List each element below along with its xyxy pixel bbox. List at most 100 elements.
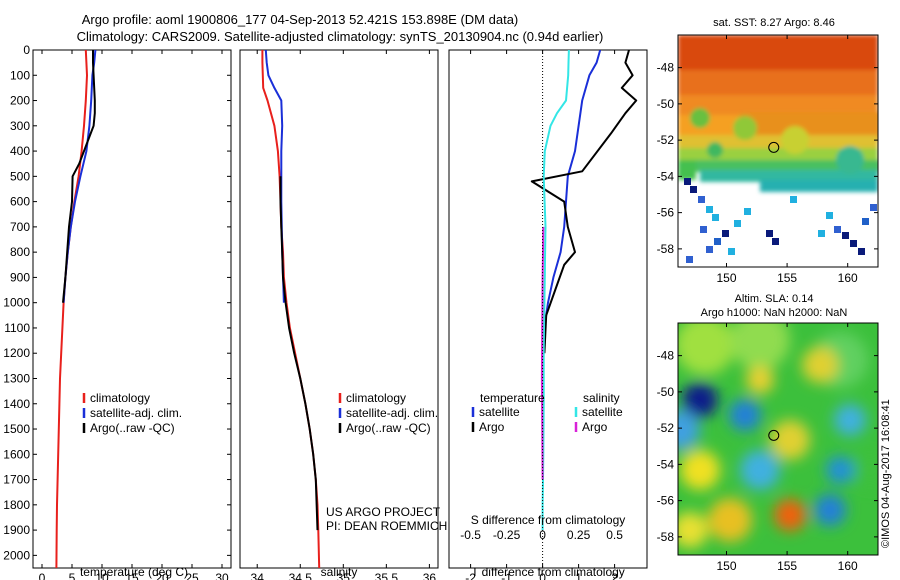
x-tick-label: 35.5 <box>375 571 399 580</box>
sla-blob <box>678 410 700 450</box>
legend-label: satellite-adj. clim. <box>90 406 182 420</box>
legend-label: Argo(..raw -QC) <box>346 421 431 435</box>
sst-cell <box>834 226 841 233</box>
temperature-series <box>55 50 97 568</box>
x-tick-label: -1 <box>501 571 512 580</box>
sst-cell <box>714 238 721 245</box>
y-tick-label: 400 <box>10 144 30 158</box>
x-tick-label: -2 <box>465 571 476 580</box>
y-tick-label: 1400 <box>3 397 30 411</box>
x-tick-label: 15 <box>125 571 139 580</box>
figure-title-line1: Argo profile: aoml 1900806_177 04-Sep-20… <box>82 12 519 27</box>
y-tick-label: 1700 <box>3 473 30 487</box>
sst-cell <box>842 232 849 239</box>
sst-cell <box>706 206 713 213</box>
map-y-tick-label: -52 <box>657 421 675 435</box>
y-tick-label: 800 <box>10 245 30 259</box>
sst-cell <box>734 220 741 227</box>
y-tick-label: 1800 <box>3 498 30 512</box>
map-x-tick-label: 160 <box>838 559 858 573</box>
y-tick-label: 300 <box>10 119 30 133</box>
salinity-xlabel: salinity <box>321 565 358 579</box>
legend-label: climatology <box>346 391 406 405</box>
sla-blob <box>802 347 838 383</box>
sla-blob <box>770 420 810 460</box>
salinity-series <box>261 50 321 568</box>
sst-eddy <box>733 116 757 140</box>
map-y-tick-label: -58 <box>657 530 675 544</box>
sla-map-subtitle: Argo h1000: NaN h2000: NaN <box>701 307 848 319</box>
y-tick-label: 900 <box>10 270 30 284</box>
map-x-tick-label: 155 <box>777 559 797 573</box>
sla-blob <box>746 366 774 394</box>
map-y-tick-label: -50 <box>657 97 675 111</box>
x-tick-label: 0 <box>39 571 46 580</box>
map-y-tick-label: -56 <box>657 206 675 220</box>
sst-field <box>678 35 878 192</box>
sla-blob <box>740 450 780 490</box>
sla-blob <box>680 450 720 490</box>
legend-label: Argo <box>479 420 505 434</box>
map-x-tick-label: 150 <box>716 271 736 285</box>
x-tick-label: 30 <box>215 571 229 580</box>
sla-blob <box>708 498 752 542</box>
sst-cell <box>684 178 691 185</box>
sst-cell <box>706 246 713 253</box>
y-tick-label: 0 <box>23 43 30 57</box>
legend-title-salinity: salinity <box>583 391 620 405</box>
s-tick-label: 0.5 <box>606 528 623 542</box>
map-y-tick-label: -56 <box>657 494 675 508</box>
map-y-tick-label: -58 <box>657 242 675 256</box>
sst-cell <box>858 248 865 255</box>
sst-cell <box>766 230 773 237</box>
legend-label: satellite <box>479 405 520 419</box>
sst-cell <box>690 186 697 193</box>
map-y-tick-label: -48 <box>657 349 675 363</box>
sla-blob <box>730 323 790 370</box>
map-y-tick-label: -48 <box>657 61 675 75</box>
x-tick-label: 2 <box>611 571 618 580</box>
sst-cell <box>712 214 719 221</box>
map-y-tick-label: -54 <box>657 457 675 471</box>
sst-band <box>678 35 878 75</box>
figure-title-line2: Climatology: CARS2009. Satellite-adjuste… <box>77 29 604 44</box>
x-tick-label: 10 <box>95 571 109 580</box>
salinity-ticks: 34 34.5 35 35.5 36 <box>251 50 436 580</box>
sst-band <box>700 170 878 182</box>
sst-map-panel: sat. SST: 8.27 Argo: 8.46 150 155 160 -48 -5… <box>657 17 879 285</box>
sst-map-ticks: 150 155 160 -48 -50 -52 -54 -56 -58 <box>657 35 878 285</box>
y-tick-label: 1900 <box>3 523 30 537</box>
difference-s-ticklabels: -0.5 -0.25 0 0.25 0.5 <box>460 528 623 542</box>
legend-label: satellite-adj. clim. <box>346 406 438 420</box>
legend-label: climatology <box>90 391 150 405</box>
series-line <box>541 50 602 354</box>
pi-label: PI: DEAN ROEMMICH <box>326 519 447 533</box>
sst-cell <box>772 238 779 245</box>
map-y-tick-label: -54 <box>657 169 675 183</box>
legend-label: Argo <box>582 420 608 434</box>
temperature-panel: 0 5 10 15 20 25 300100200300400500600700800900… <box>3 43 232 580</box>
y-tick-label: 500 <box>10 169 30 183</box>
sla-map-ticks: 150 155 160 -48 -50 -52 -54 -56 -58 <box>657 323 878 573</box>
series-line <box>530 50 638 354</box>
series-line <box>62 50 96 303</box>
sla-blob <box>852 452 878 488</box>
sst-cell <box>790 196 797 203</box>
sst-map-frame <box>677 34 879 268</box>
sst-cell <box>826 212 833 219</box>
map-x-tick-label: 160 <box>838 271 858 285</box>
y-tick-label: 1300 <box>3 371 30 385</box>
sst-eddy <box>690 108 710 128</box>
sst-band <box>760 180 878 192</box>
x-tick-label: 35 <box>337 571 351 580</box>
map-y-tick-label: -50 <box>657 385 675 399</box>
legend-label: satellite <box>582 405 623 419</box>
map-x-tick-label: 150 <box>716 559 736 573</box>
sst-cell <box>818 230 825 237</box>
s-tick-label: 0 <box>539 528 546 542</box>
series-line <box>279 176 319 531</box>
project-label: US ARGO PROJECT <box>326 505 441 519</box>
sla-blob <box>729 399 761 431</box>
